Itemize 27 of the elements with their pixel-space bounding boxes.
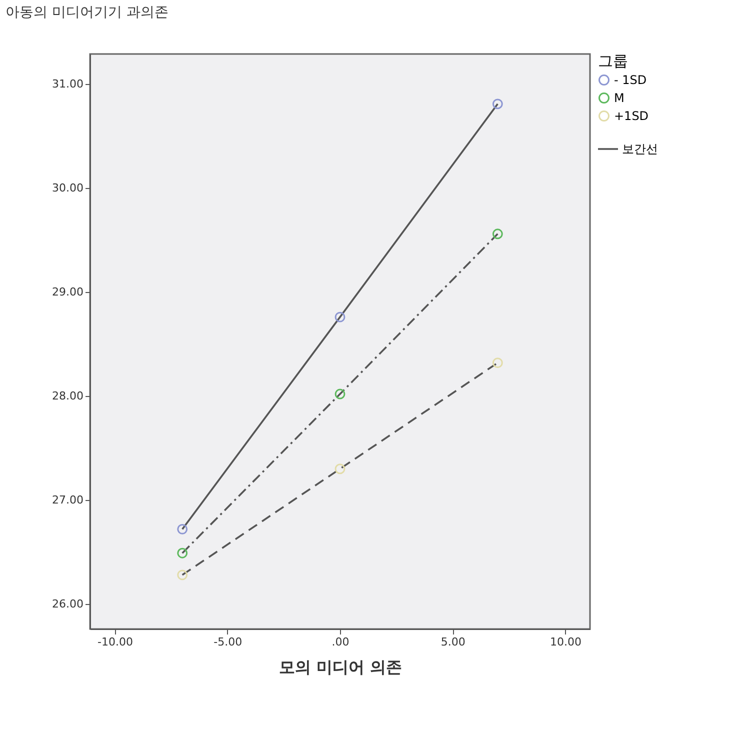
x-axis-title: 모의 미디어 의존 <box>278 658 402 676</box>
point <box>334 464 346 474</box>
legend-label: - 1SD <box>614 73 647 87</box>
x-tick-label: .00 <box>332 636 350 648</box>
y-axis-title: 아동의 미디어기기 과의존 <box>6 4 168 20</box>
point <box>334 388 346 400</box>
x-tick-label: 10.00 <box>550 636 582 648</box>
point <box>492 358 503 368</box>
text: 보간선 <box>622 142 658 156</box>
point <box>177 548 188 558</box>
x-tick-label: 5.00 <box>440 636 466 648</box>
point <box>177 570 188 580</box>
y-tick-label: 31.00 <box>52 78 84 91</box>
point <box>334 312 346 322</box>
y-tick-label: 30.00 <box>52 182 84 195</box>
y-tick-label: 28.00 <box>52 390 84 403</box>
point <box>492 98 503 110</box>
y-tick-label: 26.00 <box>52 598 84 611</box>
legend-label: M <box>614 91 624 105</box>
x-tick-label: -10.00 <box>98 636 134 648</box>
point <box>177 524 188 534</box>
legend-title: 그룹 <box>598 52 628 70</box>
point <box>492 228 503 240</box>
y-tick-label: 27.00 <box>52 494 84 507</box>
legend-label: +1SD <box>614 109 649 123</box>
y-tick-label: 29.00 <box>52 286 84 299</box>
x-tick-label: -5.00 <box>214 636 242 648</box>
